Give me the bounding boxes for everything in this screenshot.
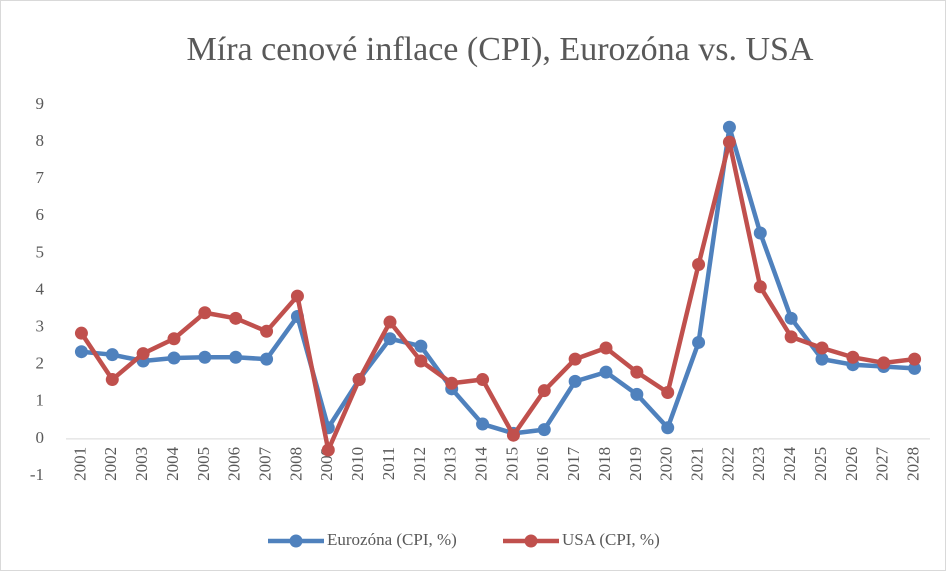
x-tick-label: 2022 bbox=[718, 447, 737, 481]
data-point bbox=[167, 351, 181, 365]
y-tick-label: 0 bbox=[36, 428, 45, 447]
data-point bbox=[692, 258, 706, 272]
x-tick-label: 2023 bbox=[749, 447, 768, 481]
data-point bbox=[105, 373, 119, 387]
data-point bbox=[198, 306, 212, 320]
data-point bbox=[877, 356, 891, 370]
data-point bbox=[445, 376, 459, 390]
data-point bbox=[260, 324, 274, 338]
data-point bbox=[476, 373, 490, 387]
x-tick-label: 2027 bbox=[873, 446, 892, 481]
x-tick-label: 2018 bbox=[595, 447, 614, 481]
x-tick-label: 2008 bbox=[286, 447, 305, 481]
data-point bbox=[167, 332, 181, 346]
data-point bbox=[784, 330, 798, 344]
x-tick-label: 2003 bbox=[132, 447, 151, 481]
y-tick-label: 5 bbox=[36, 242, 45, 261]
x-tick-label: 2014 bbox=[471, 446, 490, 481]
data-point bbox=[846, 350, 860, 364]
y-tick-label: 8 bbox=[36, 131, 45, 150]
data-point bbox=[290, 289, 304, 303]
data-point bbox=[908, 361, 922, 375]
data-point bbox=[753, 226, 767, 240]
x-tick-label: 2019 bbox=[626, 447, 645, 481]
data-point bbox=[260, 352, 274, 366]
x-tick-label: 2013 bbox=[441, 447, 460, 481]
data-point bbox=[414, 339, 428, 353]
data-point bbox=[383, 332, 397, 346]
legend-marker bbox=[524, 534, 538, 548]
x-tick-label: 2012 bbox=[410, 447, 429, 481]
y-tick-label: 2 bbox=[36, 354, 45, 373]
data-point bbox=[722, 120, 736, 134]
x-tick-label: 2017 bbox=[564, 446, 583, 481]
x-tick-label: 2010 bbox=[348, 447, 367, 481]
y-tick-label: 3 bbox=[36, 317, 45, 336]
x-tick-label: 2020 bbox=[657, 447, 676, 481]
x-tick-label: 2024 bbox=[780, 446, 799, 481]
x-tick-label: 2011 bbox=[379, 447, 398, 480]
data-point bbox=[784, 311, 798, 325]
y-tick-label: 6 bbox=[36, 205, 45, 224]
data-point bbox=[321, 443, 335, 457]
x-tick-label: 2001 bbox=[70, 447, 89, 481]
data-point bbox=[136, 347, 150, 361]
data-point bbox=[537, 384, 551, 398]
x-tick-label: 2021 bbox=[687, 447, 706, 481]
y-tick-label: 9 bbox=[36, 94, 45, 113]
data-point bbox=[229, 350, 243, 364]
x-tick-label: 2025 bbox=[811, 447, 830, 481]
legend-label: USA (CPI, %) bbox=[562, 530, 660, 549]
y-tick-label: 1 bbox=[36, 391, 45, 410]
data-point bbox=[506, 428, 520, 442]
x-tick-label: 2016 bbox=[533, 447, 552, 481]
data-point bbox=[352, 373, 366, 387]
data-point bbox=[722, 135, 736, 149]
legend-label: Eurozóna (CPI, %) bbox=[327, 530, 457, 549]
x-tick-label: 2026 bbox=[842, 447, 861, 481]
data-point bbox=[815, 352, 829, 366]
data-point bbox=[692, 335, 706, 349]
y-tick-label: -1 bbox=[30, 465, 44, 484]
data-point bbox=[537, 423, 551, 437]
data-point bbox=[661, 421, 675, 435]
data-point bbox=[414, 354, 428, 368]
data-point bbox=[74, 345, 88, 359]
data-point bbox=[74, 326, 88, 340]
y-tick-label: 7 bbox=[36, 168, 45, 187]
x-tick-label: 2007 bbox=[255, 446, 274, 481]
data-point bbox=[753, 280, 767, 294]
data-point bbox=[599, 365, 613, 379]
data-point bbox=[476, 417, 490, 431]
x-tick-label: 2015 bbox=[502, 447, 521, 481]
data-point bbox=[630, 365, 644, 379]
series-line bbox=[81, 125, 915, 436]
data-point bbox=[599, 341, 613, 355]
x-tick-label: 2004 bbox=[163, 446, 182, 481]
y-tick-label: 4 bbox=[36, 279, 45, 298]
data-point bbox=[661, 386, 675, 400]
data-point bbox=[908, 352, 922, 366]
data-point bbox=[383, 315, 397, 329]
x-tick-label: 2028 bbox=[903, 447, 922, 481]
x-tick-label: 2002 bbox=[101, 447, 120, 481]
data-point bbox=[198, 350, 212, 364]
data-point bbox=[229, 311, 243, 325]
data-point bbox=[568, 374, 582, 388]
chart-title: Míra cenové inflace (CPI), Eurozóna vs. … bbox=[187, 31, 814, 68]
data-point bbox=[568, 352, 582, 366]
series-line bbox=[79, 139, 915, 453]
legend-marker bbox=[289, 534, 303, 548]
data-point bbox=[815, 341, 829, 355]
x-tick-label: 2006 bbox=[225, 447, 244, 481]
data-point bbox=[630, 387, 644, 401]
data-point bbox=[105, 348, 119, 362]
x-tick-label: 2005 bbox=[194, 447, 213, 481]
